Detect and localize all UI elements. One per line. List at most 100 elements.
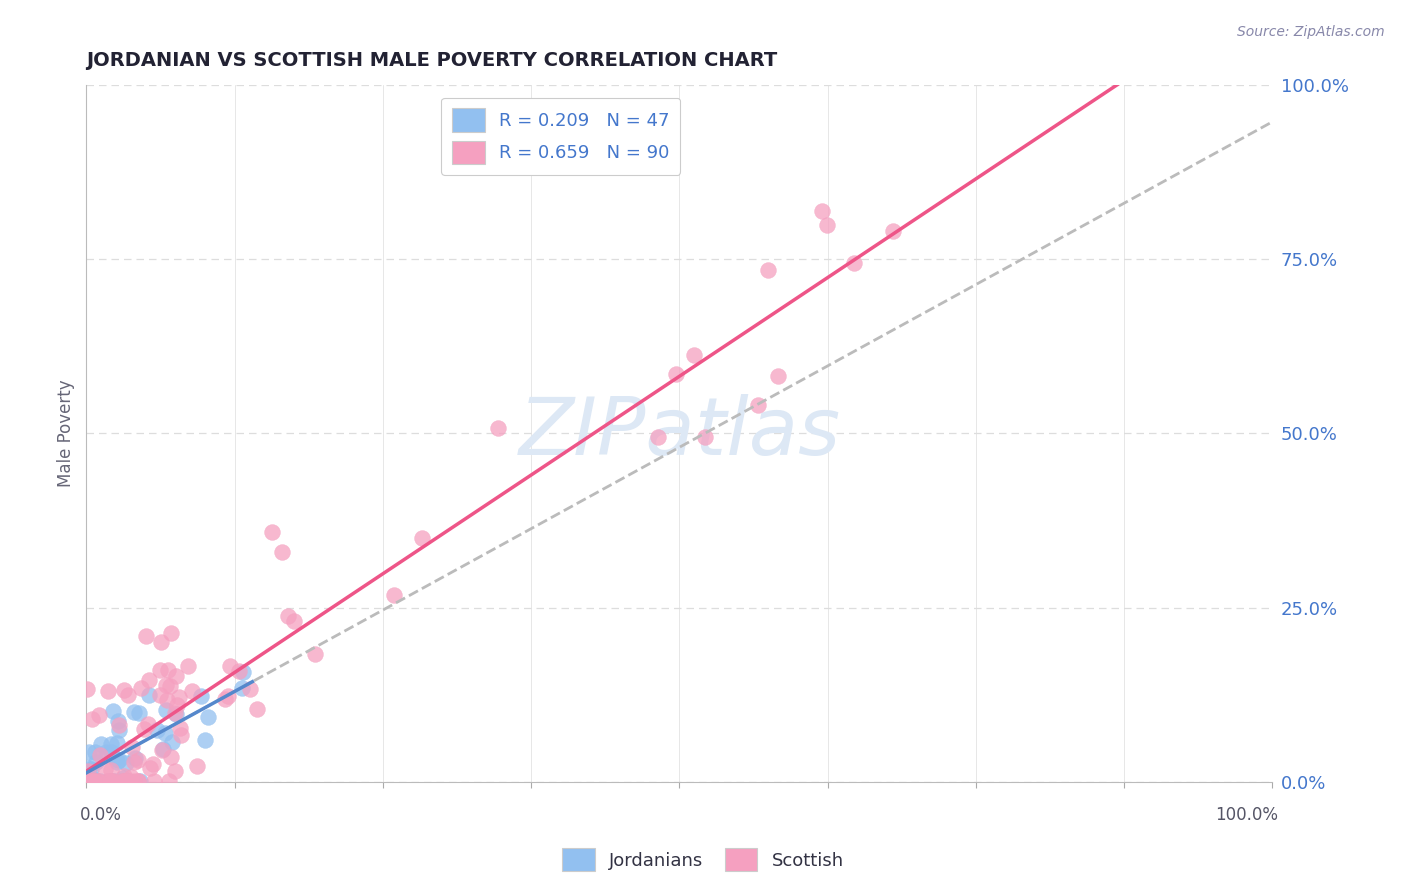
Point bbox=[114, 774, 136, 789]
Point bbox=[90, 738, 112, 752]
Point bbox=[138, 688, 160, 702]
Point bbox=[96, 744, 118, 758]
Point bbox=[143, 774, 166, 789]
Point bbox=[79, 766, 101, 780]
Point bbox=[105, 755, 128, 769]
Point bbox=[132, 723, 155, 737]
Point bbox=[97, 774, 120, 789]
Point bbox=[160, 626, 183, 640]
Point bbox=[87, 774, 110, 789]
Point bbox=[160, 735, 183, 749]
Point bbox=[86, 774, 108, 789]
Point bbox=[139, 761, 162, 775]
Point bbox=[882, 224, 904, 238]
Point bbox=[80, 774, 103, 789]
Point bbox=[165, 669, 187, 683]
Point bbox=[100, 774, 122, 789]
Point bbox=[150, 743, 173, 757]
Point bbox=[114, 756, 136, 770]
Point bbox=[114, 774, 136, 789]
Point bbox=[100, 774, 122, 789]
Text: 0.0%: 0.0% bbox=[80, 806, 122, 824]
Point bbox=[411, 531, 433, 545]
Point bbox=[138, 673, 160, 687]
Point bbox=[683, 348, 706, 362]
Point bbox=[163, 706, 186, 720]
Point bbox=[80, 774, 103, 789]
Point bbox=[112, 774, 135, 789]
Point bbox=[77, 745, 100, 759]
Point bbox=[214, 692, 236, 706]
Point bbox=[112, 771, 135, 785]
Y-axis label: Male Poverty: Male Poverty bbox=[58, 380, 75, 487]
Point bbox=[76, 681, 98, 696]
Point bbox=[239, 682, 262, 697]
Point bbox=[104, 774, 127, 789]
Point bbox=[747, 398, 769, 412]
Point bbox=[810, 203, 832, 218]
Point bbox=[80, 774, 103, 789]
Point bbox=[277, 609, 299, 624]
Point bbox=[76, 764, 98, 778]
Point bbox=[122, 705, 145, 719]
Point bbox=[155, 703, 177, 717]
Point bbox=[107, 717, 129, 731]
Point bbox=[101, 704, 124, 718]
Text: 100.0%: 100.0% bbox=[1215, 806, 1278, 824]
Point bbox=[112, 682, 135, 697]
Point bbox=[169, 690, 191, 704]
Point bbox=[159, 749, 181, 764]
Point bbox=[283, 615, 305, 629]
Point bbox=[77, 767, 100, 781]
Point bbox=[190, 689, 212, 703]
Point bbox=[111, 774, 134, 789]
Point bbox=[101, 774, 124, 789]
Point bbox=[219, 659, 242, 673]
Point bbox=[815, 218, 838, 232]
Point bbox=[96, 774, 118, 789]
Point bbox=[80, 762, 103, 776]
Point bbox=[105, 736, 128, 750]
Point bbox=[94, 762, 117, 776]
Point bbox=[80, 774, 103, 789]
Point bbox=[186, 758, 208, 772]
Point bbox=[84, 756, 107, 770]
Point bbox=[100, 774, 122, 789]
Legend: Jordanians, Scottish: Jordanians, Scottish bbox=[555, 841, 851, 879]
Point bbox=[117, 688, 139, 702]
Point bbox=[127, 774, 149, 789]
Point bbox=[270, 545, 292, 559]
Point bbox=[118, 774, 141, 789]
Point bbox=[159, 774, 181, 789]
Point bbox=[111, 774, 134, 789]
Point bbox=[89, 708, 111, 723]
Point bbox=[170, 728, 193, 742]
Point bbox=[156, 693, 179, 707]
Point bbox=[844, 256, 866, 270]
Point bbox=[124, 750, 146, 764]
Point bbox=[165, 707, 187, 722]
Point bbox=[118, 774, 141, 789]
Point bbox=[177, 658, 200, 673]
Point bbox=[693, 430, 716, 444]
Point bbox=[135, 629, 157, 643]
Point bbox=[76, 773, 98, 788]
Point bbox=[231, 681, 253, 695]
Point bbox=[262, 524, 284, 539]
Point bbox=[89, 774, 111, 789]
Point bbox=[128, 774, 150, 789]
Point bbox=[83, 745, 105, 759]
Point bbox=[83, 774, 105, 789]
Point bbox=[128, 706, 150, 720]
Point bbox=[82, 774, 104, 789]
Text: ZIPatlas: ZIPatlas bbox=[519, 394, 841, 473]
Point bbox=[197, 710, 219, 724]
Point bbox=[108, 723, 131, 738]
Point bbox=[121, 739, 143, 754]
Point bbox=[486, 421, 509, 435]
Point bbox=[100, 763, 122, 777]
Point bbox=[105, 752, 128, 766]
Point bbox=[108, 753, 131, 767]
Point bbox=[142, 756, 165, 771]
Point bbox=[129, 681, 152, 696]
